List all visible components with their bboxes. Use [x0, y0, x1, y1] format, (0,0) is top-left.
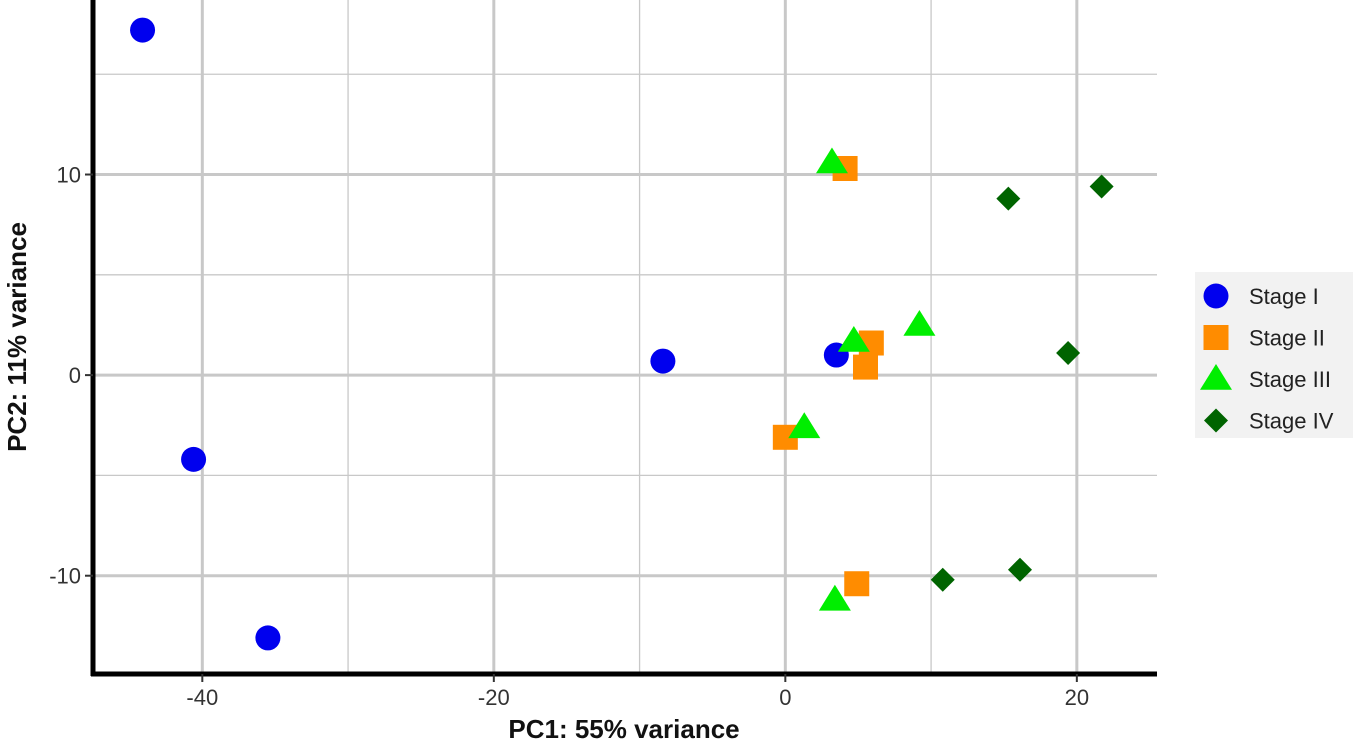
- stage-ii-point: [844, 571, 870, 597]
- legend-key-stage-ii: [1203, 325, 1229, 350]
- stage-iv-point: [1056, 341, 1081, 366]
- legend: Stage I Stage II Stage III Stage IV: [1195, 272, 1353, 438]
- stage-iii-point: [788, 412, 821, 439]
- gridlines: [93, 0, 1157, 674]
- legend-label-stage-iii: Stage III: [1249, 367, 1331, 392]
- x-tick-label: 20: [1065, 685, 1089, 710]
- stage-iv-point: [930, 567, 955, 592]
- stage-ii-point: [852, 354, 878, 380]
- y-axis-title: PC2: 11% variance: [2, 222, 32, 452]
- x-tick-label: -20: [478, 685, 510, 710]
- legend-label-stage-i: Stage I: [1249, 284, 1319, 309]
- stage-iii-point: [815, 147, 848, 174]
- stage-i-point: [130, 17, 156, 43]
- stage-i-point: [255, 625, 281, 651]
- stage-i-point: [181, 446, 207, 472]
- stage-iii-point: [818, 584, 851, 611]
- stage-iv-point: [1089, 174, 1114, 199]
- y-tick-label: -10: [49, 564, 81, 589]
- legend-key-stage-iii: [1200, 364, 1232, 390]
- stage-iii-point: [903, 309, 936, 336]
- legend-label-stage-ii: Stage II: [1249, 326, 1325, 351]
- stage-iv-point: [1007, 557, 1032, 582]
- stage-iv-point: [996, 186, 1021, 211]
- legend-key-stage-iv: [1204, 408, 1228, 433]
- y-tick-label: 10: [57, 163, 81, 188]
- legend-key-stage-i: [1203, 283, 1229, 309]
- stage-iii-point: [837, 326, 870, 352]
- y-tick-label: 0: [69, 363, 81, 388]
- x-tick-label: -40: [186, 685, 218, 710]
- x-axis-title: PC1: 55% variance: [508, 714, 739, 744]
- x-tick-label: 0: [779, 685, 791, 710]
- tick-labels: -40 -20 0 20 -10 0 10: [49, 163, 1089, 710]
- axes: [90, 0, 1157, 677]
- legend-label-stage-iv: Stage IV: [1249, 409, 1334, 434]
- data-points: [130, 17, 1114, 651]
- stage-i-point: [650, 348, 676, 374]
